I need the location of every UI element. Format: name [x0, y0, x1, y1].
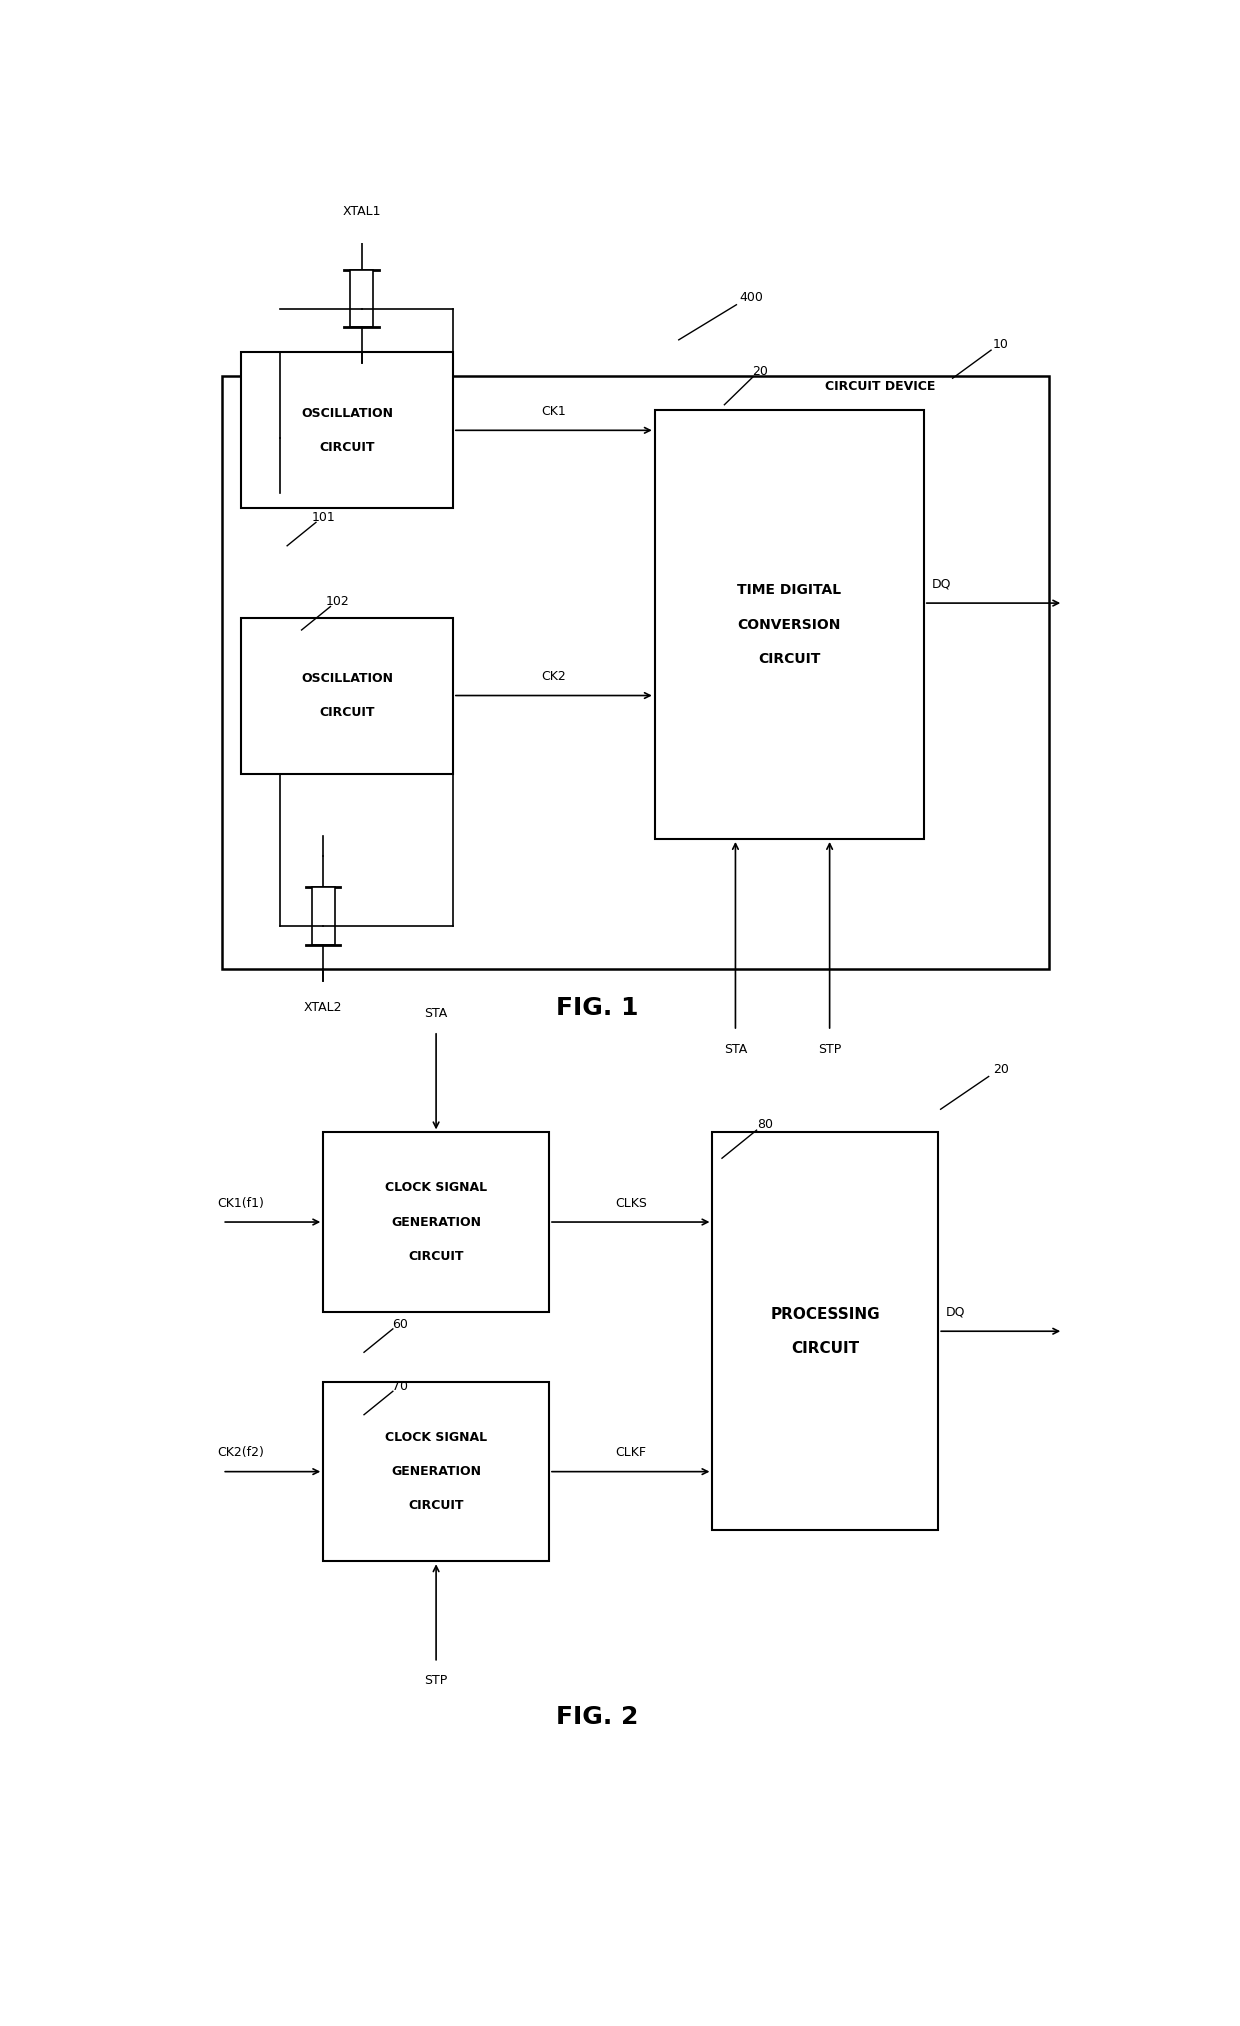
Text: XTAL1: XTAL1	[342, 205, 381, 219]
Text: CIRCUIT DEVICE: CIRCUIT DEVICE	[826, 381, 936, 393]
Bar	[242, 353, 453, 509]
Text: CIRCUIT: CIRCUIT	[320, 707, 374, 719]
Text: CONVERSION: CONVERSION	[738, 618, 841, 632]
Bar	[324, 1133, 549, 1311]
Text: CIRCUIT: CIRCUIT	[791, 1341, 859, 1355]
Text: STA: STA	[424, 1007, 448, 1019]
Text: DQ: DQ	[946, 1305, 966, 1319]
Bar	[655, 409, 924, 839]
Text: PROCESSING: PROCESSING	[770, 1307, 880, 1321]
Bar	[311, 887, 335, 944]
Text: 60: 60	[392, 1317, 408, 1331]
Text: XTAL2: XTAL2	[304, 1001, 342, 1015]
Text: CK1(f1): CK1(f1)	[217, 1197, 264, 1210]
Text: CLOCK SIGNAL: CLOCK SIGNAL	[386, 1430, 487, 1445]
Text: 10: 10	[993, 338, 1008, 350]
Bar	[350, 269, 373, 328]
Text: OSCILLATION: OSCILLATION	[301, 673, 393, 685]
Text: GENERATION: GENERATION	[391, 1216, 481, 1228]
Text: CLKS: CLKS	[615, 1197, 646, 1210]
Text: STP: STP	[818, 1043, 841, 1056]
Bar	[242, 618, 453, 774]
Text: 70: 70	[392, 1380, 408, 1394]
Text: FIG. 2: FIG. 2	[556, 1706, 639, 1730]
Text: CIRCUIT: CIRCUIT	[758, 652, 821, 667]
Text: 20: 20	[753, 365, 769, 377]
Text: CIRCUIT: CIRCUIT	[408, 1250, 464, 1262]
Text: TIME DIGITAL: TIME DIGITAL	[738, 583, 841, 598]
Text: CK2(f2): CK2(f2)	[217, 1447, 264, 1459]
Bar	[712, 1133, 939, 1530]
Text: 20: 20	[993, 1064, 1008, 1076]
Text: FIG. 1: FIG. 1	[556, 995, 639, 1019]
Text: STA: STA	[724, 1043, 746, 1056]
Bar	[324, 1382, 549, 1562]
Text: DQ: DQ	[931, 577, 951, 592]
Text: CLOCK SIGNAL: CLOCK SIGNAL	[386, 1181, 487, 1193]
Text: CK1: CK1	[542, 405, 567, 417]
Text: CK2: CK2	[542, 671, 567, 683]
Text: 400: 400	[739, 292, 763, 304]
Text: CIRCUIT: CIRCUIT	[408, 1499, 464, 1513]
Text: CLKF: CLKF	[615, 1447, 646, 1459]
Bar	[222, 375, 1049, 968]
Text: CIRCUIT: CIRCUIT	[320, 442, 374, 454]
Text: GENERATION: GENERATION	[391, 1465, 481, 1479]
Text: OSCILLATION: OSCILLATION	[301, 407, 393, 419]
Text: 101: 101	[311, 511, 335, 525]
Text: 102: 102	[326, 596, 350, 608]
Text: 80: 80	[758, 1118, 774, 1131]
Text: STP: STP	[424, 1673, 448, 1688]
